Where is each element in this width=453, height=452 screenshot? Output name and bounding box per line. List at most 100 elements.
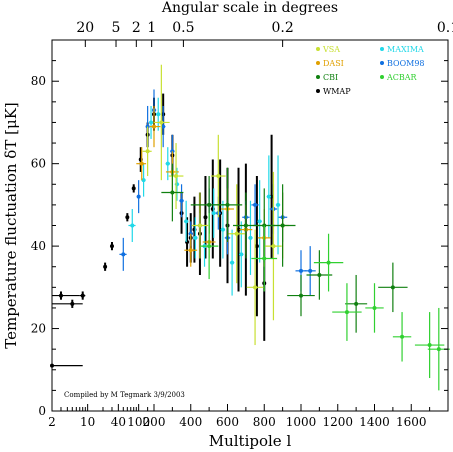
data-point <box>109 241 114 251</box>
data-point <box>103 262 108 271</box>
legend-entry-vsa: VSA <box>316 45 340 54</box>
data-point <box>136 180 141 214</box>
x-tick-label: 400 <box>179 415 202 429</box>
data-point <box>142 126 152 177</box>
data-point <box>236 167 241 292</box>
data-point <box>52 299 83 308</box>
top-tick-label: 2 <box>132 20 141 36</box>
legend-label: DASI <box>323 59 344 68</box>
data-point <box>378 262 408 313</box>
series-boom98 <box>119 89 316 296</box>
data-point <box>313 233 344 292</box>
data-point <box>254 176 259 317</box>
data-point <box>191 192 209 259</box>
top-tick-label: 0.2 <box>271 20 293 36</box>
data-point <box>149 105 161 148</box>
top-axis-label: Angular scale in degrees <box>161 0 338 16</box>
legend-entry-wmap: WMAP <box>316 87 351 96</box>
legend-marker <box>380 47 384 51</box>
legend-label: MAXIMA <box>387 45 424 54</box>
x-tick-label: 10 <box>80 415 95 429</box>
data-point <box>392 312 412 362</box>
x-tick-label: 200 <box>143 415 166 429</box>
y-tick-label: 20 <box>31 322 46 336</box>
legend-marker <box>316 89 320 93</box>
legend-label: CBI <box>323 73 338 82</box>
x-tick-label: 40 <box>111 415 126 429</box>
x-tick-label: 1600 <box>396 415 427 429</box>
data-point <box>251 184 259 226</box>
x-axis-label: Multipole l <box>209 432 292 450</box>
data-point <box>246 229 264 346</box>
y-tick-label: 40 <box>31 239 46 253</box>
legend-entry-dasi: DASI <box>316 59 344 68</box>
data-point <box>156 97 161 131</box>
legend-marker <box>380 75 384 79</box>
y-tick-label: 60 <box>31 157 46 171</box>
data-point <box>239 221 244 288</box>
data-point <box>345 274 368 333</box>
data-point <box>229 229 235 296</box>
data-point <box>248 200 253 275</box>
top-tick-label: 0.5 <box>172 20 194 36</box>
legend-label: WMAP <box>323 87 351 96</box>
legend-marker <box>316 47 320 51</box>
legend-entry-cbi: CBI <box>316 73 338 82</box>
data-point <box>251 225 278 292</box>
data-point <box>212 167 243 242</box>
data-point <box>168 143 184 210</box>
x-tick-label: 1400 <box>359 415 390 429</box>
data-point <box>165 147 170 181</box>
data-point <box>119 237 127 271</box>
data-point <box>304 246 316 296</box>
y-tick-label: 80 <box>31 74 46 88</box>
data-point <box>161 163 184 222</box>
data-point <box>414 312 445 379</box>
legend-entry-boom98: BOOM98 <box>380 59 425 68</box>
x-tick-label: 800 <box>253 415 276 429</box>
data-point <box>220 200 226 259</box>
legend-marker <box>380 61 384 65</box>
data-point <box>210 134 226 218</box>
legend-entry-maxima: MAXIMA <box>380 45 424 54</box>
series-acbar <box>199 213 450 391</box>
data-point <box>128 209 136 242</box>
data-point <box>257 180 262 263</box>
data-point <box>287 274 315 317</box>
x-tick-label: 1200 <box>322 415 353 429</box>
x-tick-label: 600 <box>216 415 239 429</box>
data-point <box>266 155 272 238</box>
data-point <box>149 105 154 139</box>
data-point <box>265 171 282 321</box>
data-point <box>365 283 384 333</box>
series-cbi <box>161 163 408 333</box>
series-vsa <box>142 64 282 346</box>
data-point <box>52 291 80 300</box>
legend-label: ACBAR <box>386 73 418 82</box>
y-tick-label: 0 <box>38 404 46 418</box>
top-tick-label: 5 <box>112 20 121 36</box>
data-point <box>193 217 198 259</box>
data-point <box>153 64 170 181</box>
data-point <box>211 188 216 238</box>
legend-entry-acbar: ACBAR <box>380 73 418 82</box>
legend-label: VSA <box>322 45 340 54</box>
legend-label: BOOM98 <box>387 59 425 68</box>
y-axis-label: Temperature fluctuation δT [μK] <box>2 102 20 348</box>
top-tick-label: 20 <box>76 20 94 36</box>
data-point <box>136 147 147 181</box>
credit-note: Compiled by M Tegmark 3/9/2003 <box>64 391 185 399</box>
data-point <box>183 200 189 242</box>
data-point <box>131 184 136 193</box>
top-tick-label: 1 <box>147 20 156 36</box>
data-point <box>275 155 281 255</box>
data-point <box>199 213 219 280</box>
top-tick-label: 0.1 <box>437 20 453 36</box>
x-tick-label: 2 <box>48 415 56 429</box>
legend-marker <box>316 75 320 79</box>
data-point <box>125 213 130 222</box>
data-point <box>50 363 83 368</box>
data-point <box>179 184 184 218</box>
data-point <box>332 283 362 341</box>
